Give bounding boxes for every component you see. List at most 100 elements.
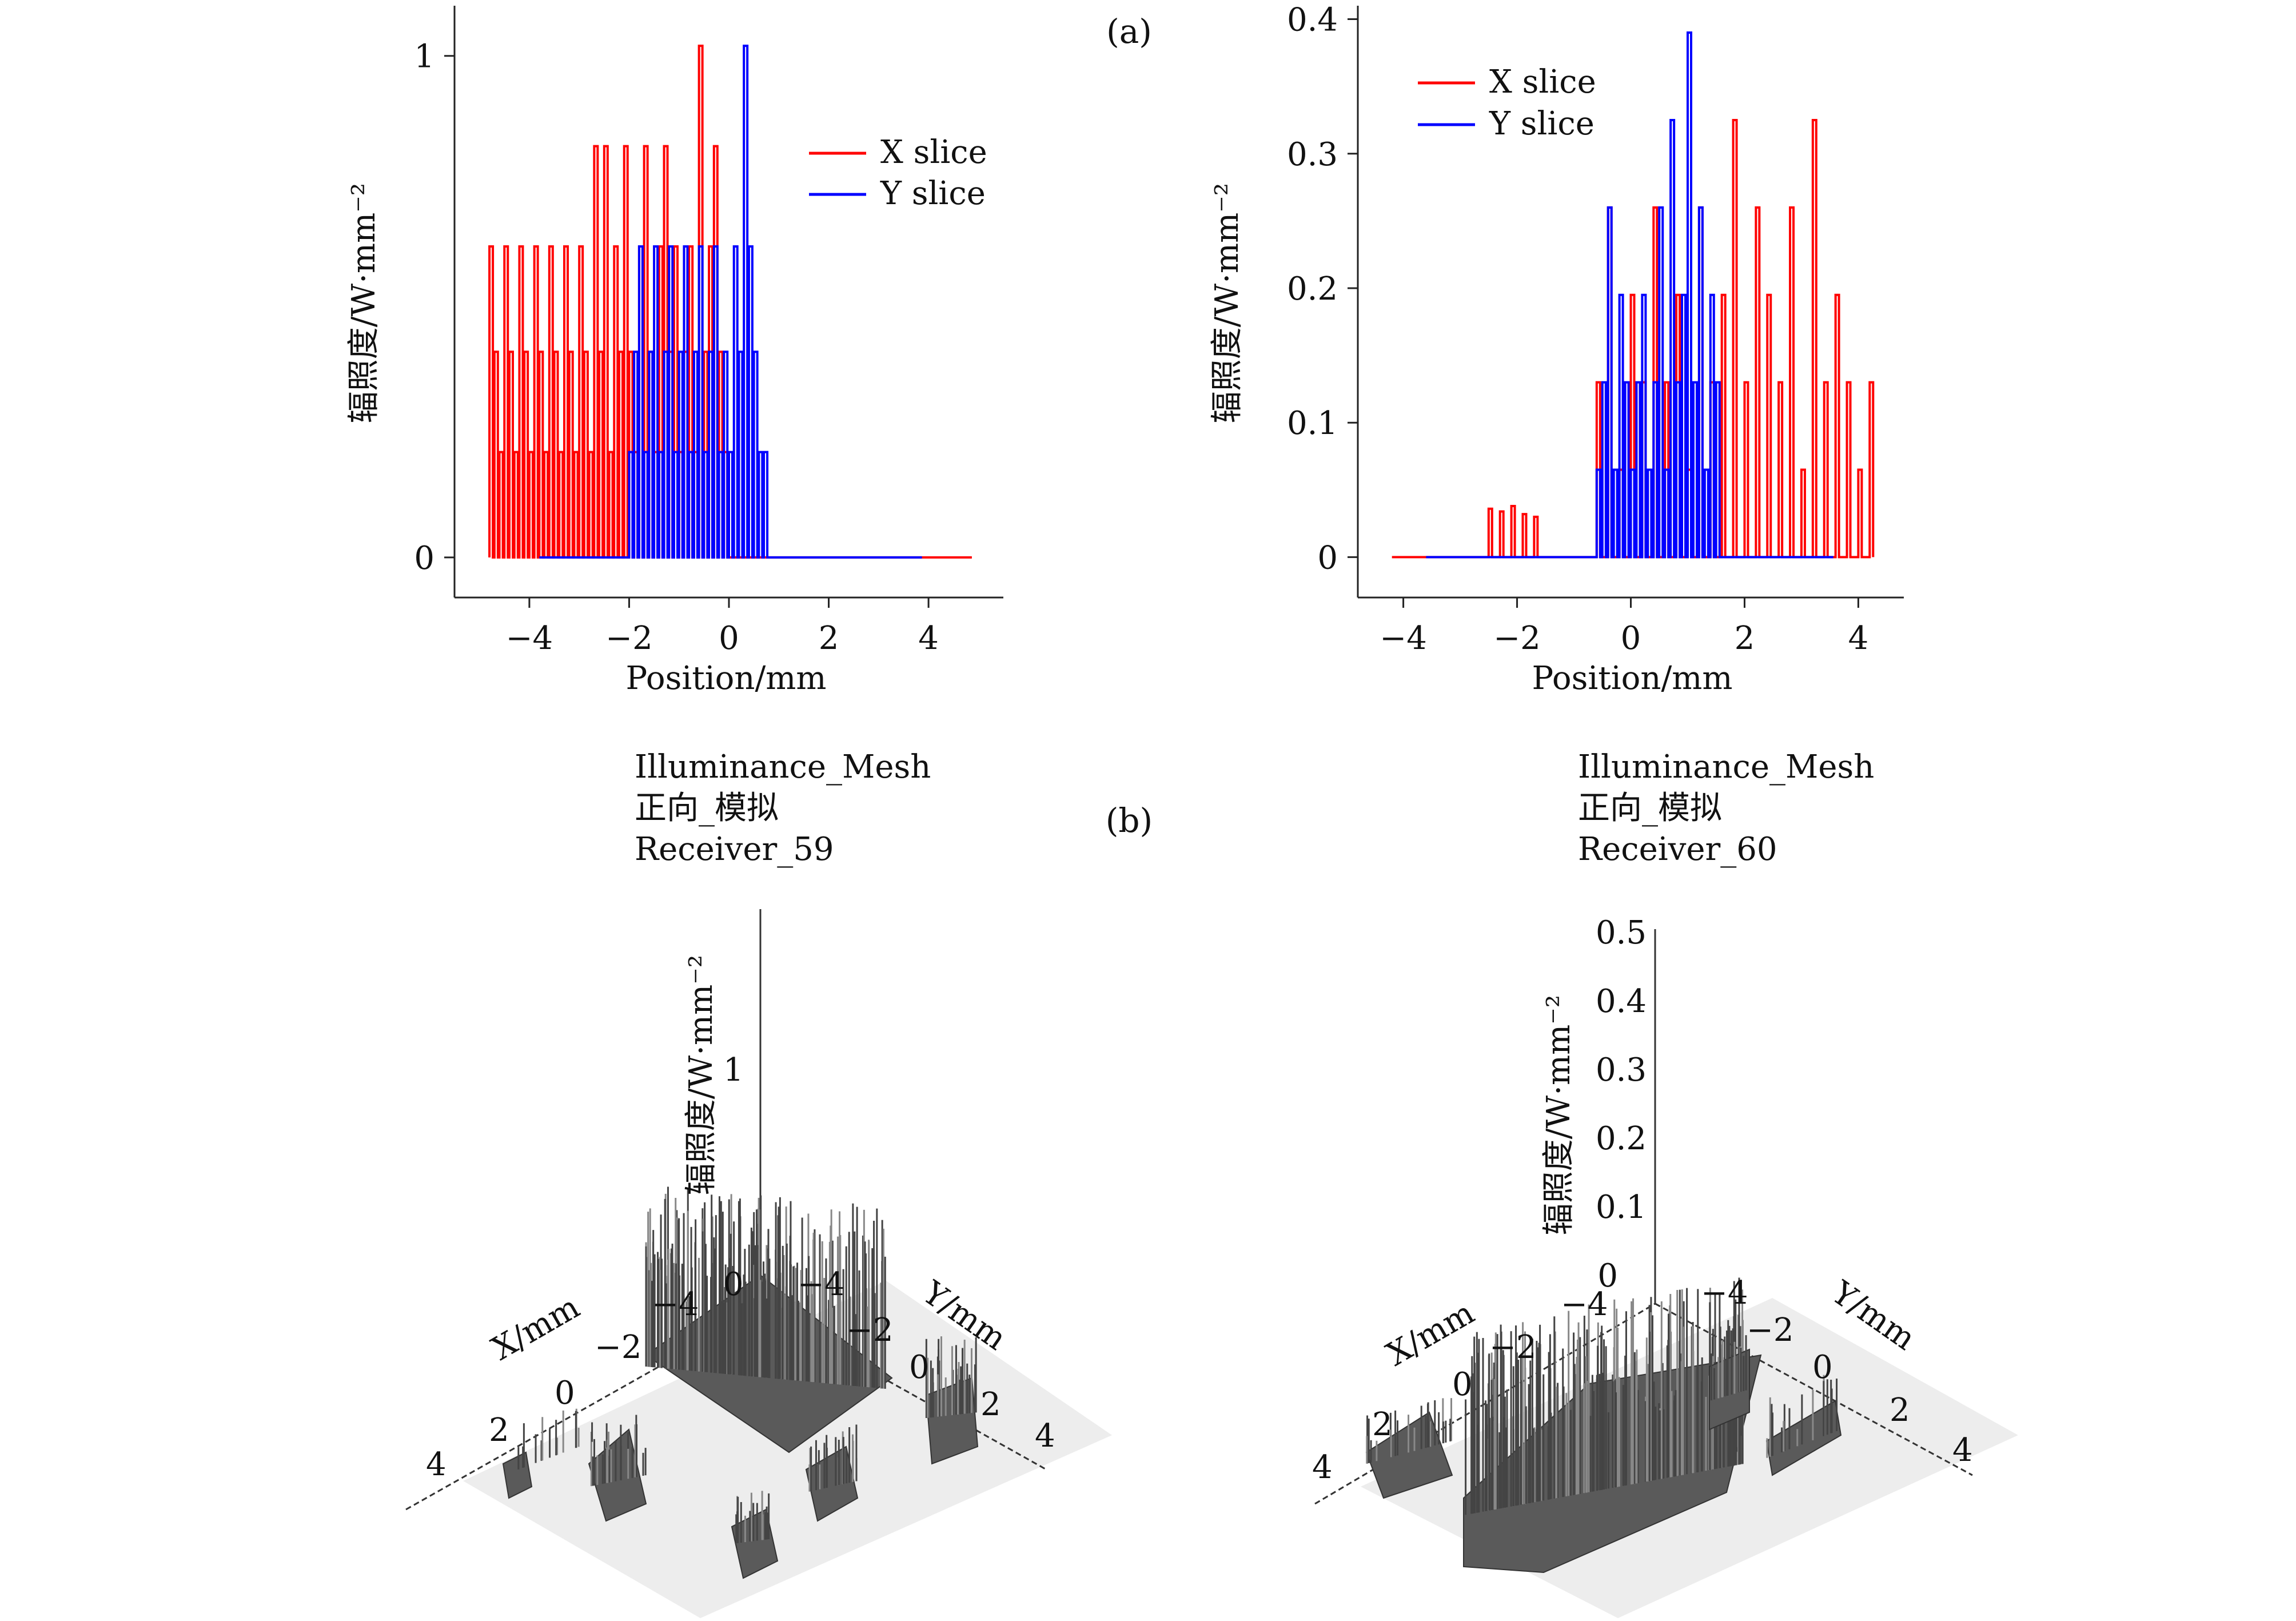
data-point (1677, 294, 1679, 296)
series-x-slice (488, 45, 972, 559)
panel-label-b: (b) (1106, 801, 1153, 840)
y-ticks: −4 −2 0 2 4 (798, 1266, 1055, 1455)
x-tick-label: 2 (819, 620, 839, 657)
z-ticks: 0 1 (723, 1052, 744, 1303)
legend-label-y-slice: Y slice (1489, 105, 1595, 142)
x-axis-label: X/mm (1381, 1294, 1481, 1373)
y-tick-label: 0.3 (1287, 136, 1338, 173)
plot-a-right: −4 −2 0 2 4 0 0.1 0.2 0.3 0.4 Position/mm 辐照度/W·… (1209, 2, 1904, 697)
y-tick: −4 (1701, 1275, 1748, 1312)
x-tick-label: 4 (1848, 620, 1869, 657)
mesh-block (1765, 1375, 1842, 1476)
plot-title-line-1: Illuminance_Mesh (1578, 748, 1874, 786)
data-point (1609, 207, 1611, 208)
plot-title-line-2: 正向_模拟 (1578, 790, 1722, 827)
x-tick-label: −4 (506, 620, 553, 657)
data-point (1780, 382, 1781, 383)
data-point (1598, 382, 1599, 383)
y-tick-label: 1 (414, 38, 435, 75)
x-ticks: −4 −2 0 2 4 (1312, 1286, 1608, 1486)
x-tick-label: −4 (1380, 620, 1427, 657)
x-axis-label: Position/mm (1532, 660, 1732, 697)
data-point (1745, 382, 1747, 383)
data-point (1598, 469, 1599, 471)
plot-b-left: Illuminance_Mesh 正向_模拟 Receiver_59 0 1 −… (405, 748, 1112, 1618)
x-tick: 0 (555, 1375, 575, 1412)
plot-a-left: −4 −2 0 2 4 0 1 Position/mm 辐照度/W·mm⁻² X slic… (345, 6, 1003, 697)
x-tick-label: 0 (719, 620, 739, 657)
x-tick: −2 (595, 1329, 642, 1366)
x-tick: 2 (1372, 1406, 1393, 1443)
data-point (715, 246, 716, 247)
plot-b-right: Illuminance_Mesh 正向_模拟 Receiver_60 0 0.1… (1312, 748, 2018, 1618)
mesh-block (1709, 1330, 1750, 1431)
data-point (1632, 469, 1633, 471)
x-tick-label: 2 (1735, 620, 1755, 657)
y-axis-label: 辐照度/W·mm⁻² (345, 183, 382, 423)
x-tick-label: −2 (1493, 620, 1541, 657)
series-line (1392, 118, 1875, 559)
y-tick-label: 0 (1317, 539, 1338, 576)
legend-label-y-slice: Y slice (880, 175, 986, 212)
z-ticks: 0 0.1 0.2 0.3 0.4 0.5 (1596, 914, 1647, 1295)
mesh-block (1463, 1277, 1762, 1574)
data-point (1825, 382, 1827, 383)
y-tick: 0 (909, 1349, 930, 1386)
panel-label-a: (a) (1106, 12, 1152, 51)
data-point (1717, 382, 1719, 383)
x-tick: −4 (652, 1286, 699, 1323)
y-tick: 4 (1952, 1432, 1973, 1469)
data-point (1700, 207, 1701, 208)
y-tick-label: 0.2 (1287, 270, 1338, 308)
y-tick: 4 (1035, 1417, 1055, 1455)
mesh-block (925, 1336, 979, 1465)
x-tick: 2 (489, 1412, 509, 1449)
x-axis-label: Position/mm (625, 660, 826, 697)
series-y-slice (1426, 31, 1833, 559)
data-point (750, 246, 751, 247)
plot-title-line-2: 正向_模拟 (635, 790, 779, 827)
y-tick: −4 (798, 1266, 845, 1303)
data-point (1615, 469, 1616, 471)
y-tick: −2 (846, 1312, 894, 1349)
series-y-slice (539, 45, 922, 559)
y-axis-label: 辐照度/W·mm⁻² (1209, 183, 1246, 423)
z-tick: 0.1 (1596, 1189, 1647, 1226)
data-point (700, 246, 701, 247)
plot-title-line-3: Receiver_60 (1578, 831, 1777, 868)
data-point (1706, 469, 1707, 471)
x-tick: −2 (1489, 1329, 1537, 1366)
data-point (685, 246, 686, 247)
mesh-block (731, 1491, 779, 1579)
data-point (1501, 511, 1502, 512)
mesh-block (1365, 1398, 1453, 1499)
x-tick-label: −2 (605, 620, 653, 657)
data-point (1723, 294, 1724, 296)
z-axis-label: 辐照度/W·mm⁻² (1540, 995, 1577, 1235)
legend: X slice Y slice (809, 134, 987, 212)
data-point (491, 246, 492, 247)
data-point (1524, 513, 1525, 515)
y-ticks: −4 −2 0 2 4 (1701, 1275, 1973, 1469)
plot-title-line-1: Illuminance_Mesh (635, 748, 931, 786)
data-point (1632, 294, 1633, 296)
mesh-block (502, 1408, 593, 1499)
x-tick-label: 4 (918, 620, 939, 657)
data-point (1757, 207, 1758, 208)
y-tick: 2 (980, 1386, 1001, 1423)
y-tick-label: 0.4 (1287, 2, 1338, 39)
y-tick: 0 (1812, 1349, 1833, 1386)
data-point (565, 246, 567, 247)
data-point (1848, 382, 1849, 383)
z-tick: 0.4 (1596, 983, 1647, 1020)
data-point (1637, 382, 1639, 383)
legend-label-x-slice: X slice (1489, 63, 1596, 101)
z-axis-label: 辐照度/W·mm⁻² (683, 955, 720, 1195)
data-point (1649, 469, 1650, 471)
legend-label-x-slice: X slice (880, 134, 987, 171)
series-line (488, 45, 972, 559)
data-point (1655, 207, 1656, 208)
y-tick: −2 (1747, 1312, 1794, 1349)
x-tick: 0 (1452, 1366, 1473, 1403)
